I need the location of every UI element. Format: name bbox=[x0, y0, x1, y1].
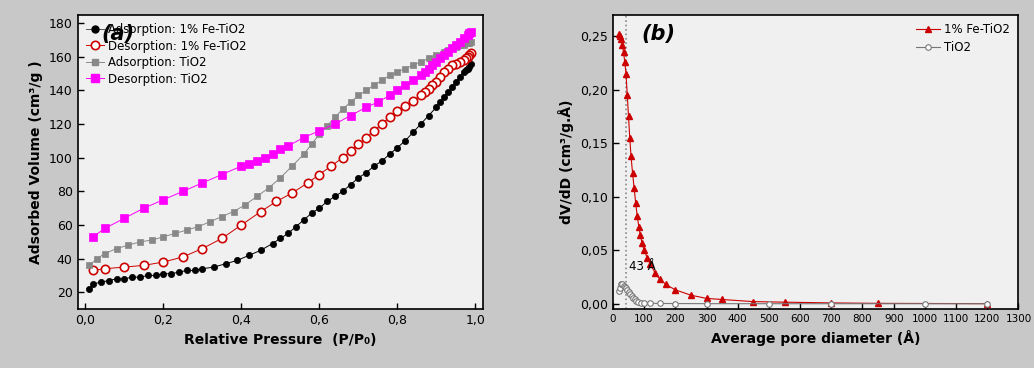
TiO2 bbox=[669, 301, 681, 306]
Line: TiO2: TiO2 bbox=[616, 282, 991, 307]
1% Fe-TiO2 bbox=[631, 214, 643, 218]
1% Fe-TiO2 bbox=[617, 50, 630, 54]
Y-axis label: dV/dD (cm³/g.Å): dV/dD (cm³/g.Å) bbox=[558, 100, 575, 224]
TiO2 bbox=[619, 286, 632, 290]
1% Fe-TiO2 bbox=[630, 201, 642, 205]
TiO2 bbox=[638, 301, 650, 305]
1% Fe-TiO2 bbox=[638, 248, 650, 252]
1% Fe-TiO2 bbox=[612, 32, 625, 36]
TiO2 bbox=[635, 301, 647, 305]
1% Fe-TiO2 bbox=[613, 34, 626, 38]
1% Fe-TiO2 bbox=[779, 300, 791, 304]
1% Fe-TiO2 bbox=[633, 224, 645, 229]
1% Fe-TiO2 bbox=[641, 255, 653, 260]
TiO2 bbox=[644, 301, 657, 305]
1% Fe-TiO2 bbox=[621, 93, 634, 97]
TiO2 bbox=[825, 301, 838, 306]
TiO2 bbox=[700, 301, 712, 306]
TiO2 bbox=[624, 292, 636, 296]
1% Fe-TiO2 bbox=[624, 136, 636, 140]
1% Fe-TiO2 bbox=[825, 301, 838, 305]
X-axis label: Average pore diameter (Å): Average pore diameter (Å) bbox=[711, 329, 920, 346]
TiO2 bbox=[629, 297, 641, 302]
TiO2 bbox=[918, 301, 931, 306]
1% Fe-TiO2 bbox=[622, 114, 635, 118]
TiO2 bbox=[612, 289, 625, 293]
TiO2 bbox=[618, 284, 631, 289]
1% Fe-TiO2 bbox=[660, 282, 672, 287]
1% Fe-TiO2 bbox=[625, 154, 637, 158]
1% Fe-TiO2 bbox=[616, 42, 629, 47]
TiO2 bbox=[615, 282, 628, 287]
TiO2 bbox=[622, 290, 635, 294]
1% Fe-TiO2 bbox=[669, 288, 681, 292]
TiO2 bbox=[627, 296, 639, 301]
1% Fe-TiO2 bbox=[685, 293, 697, 297]
TiO2 bbox=[626, 294, 638, 298]
TiO2 bbox=[617, 283, 630, 288]
1% Fe-TiO2 bbox=[644, 262, 657, 266]
1% Fe-TiO2 bbox=[748, 300, 760, 304]
1% Fe-TiO2 bbox=[653, 277, 666, 282]
TiO2 bbox=[613, 286, 626, 290]
1% Fe-TiO2 bbox=[700, 296, 712, 301]
TiO2 bbox=[981, 301, 994, 306]
1% Fe-TiO2 bbox=[628, 186, 640, 190]
Text: (b): (b) bbox=[641, 24, 675, 43]
Legend: 1% Fe-TiO2, TiO2: 1% Fe-TiO2, TiO2 bbox=[911, 18, 1015, 59]
TiO2 bbox=[621, 288, 634, 292]
1% Fe-TiO2 bbox=[981, 301, 994, 306]
TiO2 bbox=[616, 282, 629, 287]
TiO2 bbox=[632, 300, 644, 304]
1% Fe-TiO2 bbox=[634, 233, 646, 237]
TiO2 bbox=[763, 301, 776, 306]
Line: 1% Fe-TiO2: 1% Fe-TiO2 bbox=[615, 31, 991, 307]
1% Fe-TiO2 bbox=[716, 297, 728, 302]
1% Fe-TiO2 bbox=[872, 301, 884, 305]
Y-axis label: Adsorbed Volume (cm³/g ): Adsorbed Volume (cm³/g ) bbox=[29, 60, 43, 264]
1% Fe-TiO2 bbox=[636, 241, 648, 245]
1% Fe-TiO2 bbox=[627, 171, 639, 176]
TiO2 bbox=[630, 298, 642, 303]
Text: (a): (a) bbox=[102, 24, 135, 43]
X-axis label: Relative Pressure  (P/P₀): Relative Pressure (P/P₀) bbox=[184, 333, 376, 347]
1% Fe-TiO2 bbox=[618, 60, 631, 64]
1% Fe-TiO2 bbox=[648, 270, 661, 275]
Text: 43 Å: 43 Å bbox=[630, 259, 657, 273]
Legend: Adsorption: 1% Fe-TiO2, Desorption: 1% Fe-TiO2, Adsorption: TiO2, Desorption: Ti: Adsorption: 1% Fe-TiO2, Desorption: 1% F… bbox=[81, 18, 251, 90]
1% Fe-TiO2 bbox=[619, 71, 632, 76]
TiO2 bbox=[653, 301, 666, 306]
1% Fe-TiO2 bbox=[615, 37, 628, 42]
